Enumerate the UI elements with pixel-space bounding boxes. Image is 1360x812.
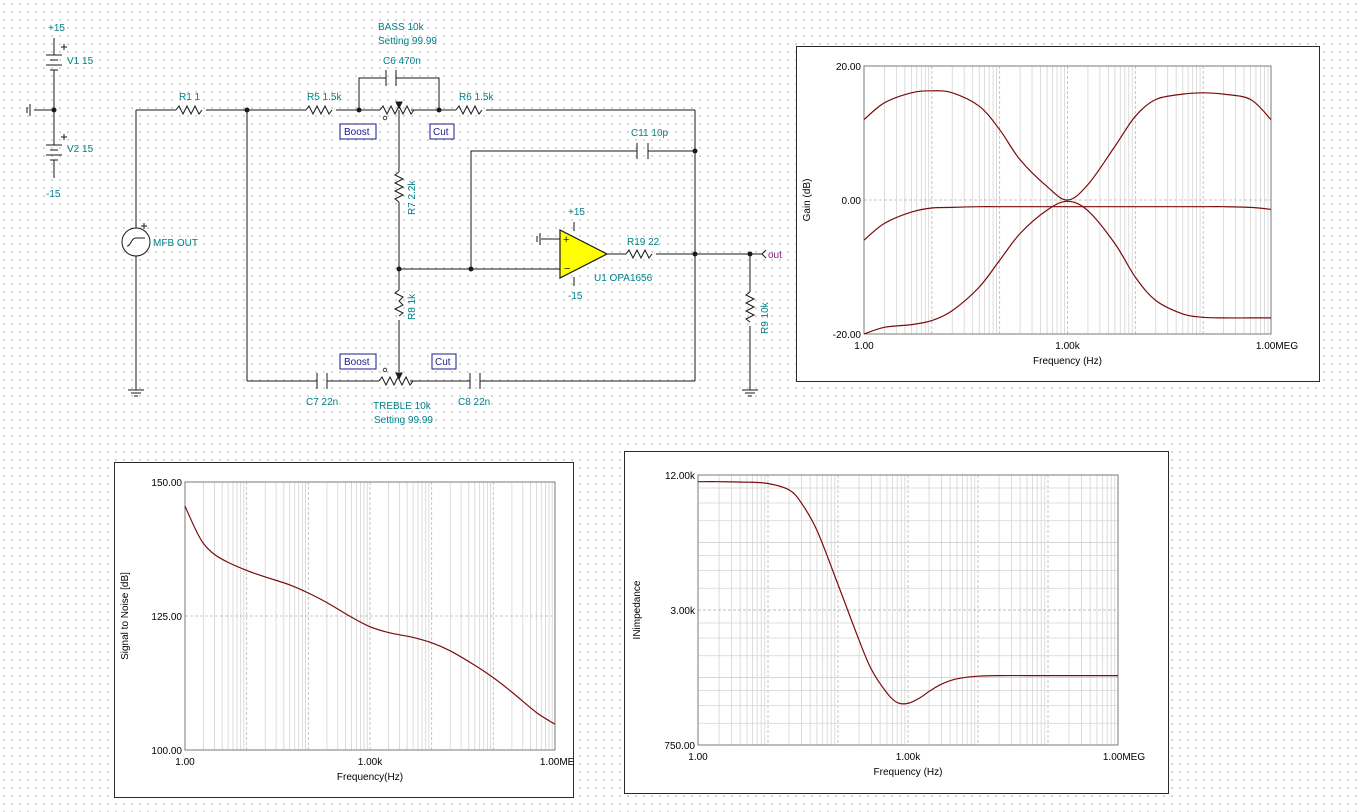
imp-ytick-label: 12.00k <box>665 471 696 482</box>
svg-text:+: + <box>563 234 569 246</box>
treble-name-label: TREBLE 10k <box>373 401 432 412</box>
bass-boost-label[interactable]: Boost <box>344 127 370 138</box>
supply-plus-label: +15 <box>48 23 65 34</box>
opamp-symbol[interactable] <box>559 229 609 279</box>
gain-plot-frame <box>863 65 1272 335</box>
r6-label: R6 1.5k <box>459 92 494 103</box>
v2-label: V2 15 <box>67 144 94 155</box>
snr-xtick-label: 1.00k <box>358 757 383 768</box>
snr-chart-panel[interactable]: 150.00 125.00 100.001.00 1.00k 1.00MEG Freque… <box>114 462 575 799</box>
gain-xtick-label: 1.00MEG <box>1256 341 1298 352</box>
bass-name-label: BASS 10k <box>378 22 425 33</box>
gain-chart[interactable]: 20.00 0.00 -20.001.00 1.00k 1.00MEG Frequency… <box>797 47 1321 383</box>
svg-text:−: − <box>564 263 570 275</box>
imp-xtick-label: 1.00k <box>896 752 921 763</box>
treble-cut-label[interactable]: Cut <box>435 357 451 368</box>
source-label: MFB OUT <box>153 238 198 249</box>
r9-label: R9 10k <box>760 301 771 334</box>
gain-ytick-label: 0.00 <box>842 196 862 207</box>
snr-ytick-label: 125.00 <box>151 612 182 623</box>
out-label: out <box>768 250 782 261</box>
gain-ytick-label: -20.00 <box>833 330 862 341</box>
imp-series-line-0 <box>697 481 1118 705</box>
gain-xtick-label: 1.00 <box>854 341 874 352</box>
bass-cut-label[interactable]: Cut <box>433 127 449 138</box>
snr-series-line-0 <box>184 505 556 725</box>
schematic-canvas[interactable]: + − +15 V1 15 V2 15 -15 MFB OUT R1 1 R5 … <box>0 0 790 440</box>
r5-label: R5 1.5k <box>307 92 342 103</box>
imp-plot-frame <box>697 474 1119 746</box>
imp-xtick-label: 1.00 <box>688 752 708 763</box>
snr-ytick-label: 100.00 <box>151 746 182 757</box>
snr-ytick-label: 150.00 <box>151 478 182 489</box>
r19-label: R19 22 <box>627 237 660 248</box>
gain-series-line-0 <box>863 90 1272 201</box>
treble-boost-label[interactable]: Boost <box>344 357 370 368</box>
gain-x-axis-title: Frequency (Hz) <box>1033 356 1102 367</box>
snr-x-axis-title: Frequency(Hz) <box>337 772 403 783</box>
imp-x-axis-title: Frequency (Hz) <box>874 767 943 778</box>
impedance-chart-panel[interactable]: 12.00k 3.00k 750.00 1.00 1.00k 1.00MEG Frequen… <box>624 451 1169 794</box>
imp-xtick-label: 1.00MEG <box>1103 752 1145 763</box>
supply-minus-label: -15 <box>46 189 61 200</box>
impedance-chart[interactable]: 12.00k 3.00k 750.001.00 1.00k 1.00MEG Frequen… <box>625 452 1170 795</box>
gain-y-axis-title: Gain (dB) <box>802 179 813 222</box>
c6-label: C6 470n <box>383 56 421 67</box>
c11-label: C11 10p <box>631 128 669 139</box>
imp-ytick-label: 3.00k <box>671 606 696 617</box>
snr-plot-frame <box>184 481 556 751</box>
c8-label: C8 22n <box>458 397 490 408</box>
gain-ytick-label: 20.00 <box>836 62 861 73</box>
r8-label: R8 1k <box>407 293 418 320</box>
opamp-minus-label: -15 <box>568 291 583 302</box>
imp-ytick-label: 750.00 <box>664 741 695 752</box>
imp-y-axis-title: INimpedance <box>632 580 643 639</box>
gain-series-line-2 <box>863 206 1272 241</box>
source-symbol[interactable] <box>121 227 151 257</box>
snr-xtick-label: 1.00 <box>175 757 195 768</box>
gain-chart-panel[interactable]: 20.00 0.00 -20.00 1.00 1.00k 1.00MEG Frequency… <box>796 46 1320 382</box>
gain-series-line-1 <box>863 200 1271 335</box>
treble-setting-label: Setting 99.99 <box>374 415 433 426</box>
snr-y-axis-title: Signal to Noise [dB] <box>120 572 131 660</box>
r1-label: R1 1 <box>179 92 201 103</box>
v1-label: V1 15 <box>67 56 94 67</box>
snr-chart[interactable]: 150.00 125.00 100.001.00 1.00k 1.00MEG Freque… <box>115 463 575 799</box>
r7-label: R7 2.2k <box>407 180 418 215</box>
opamp-name-label: U1 OPA1656 <box>594 273 653 284</box>
bass-setting-label: Setting 99.99 <box>378 36 437 47</box>
gain-xtick-label: 1.00k <box>1055 341 1080 352</box>
snr-xtick-label: 1.00MEG <box>540 757 575 768</box>
opamp-plus-label: +15 <box>568 207 585 218</box>
c7-label: C7 22n <box>306 397 338 408</box>
